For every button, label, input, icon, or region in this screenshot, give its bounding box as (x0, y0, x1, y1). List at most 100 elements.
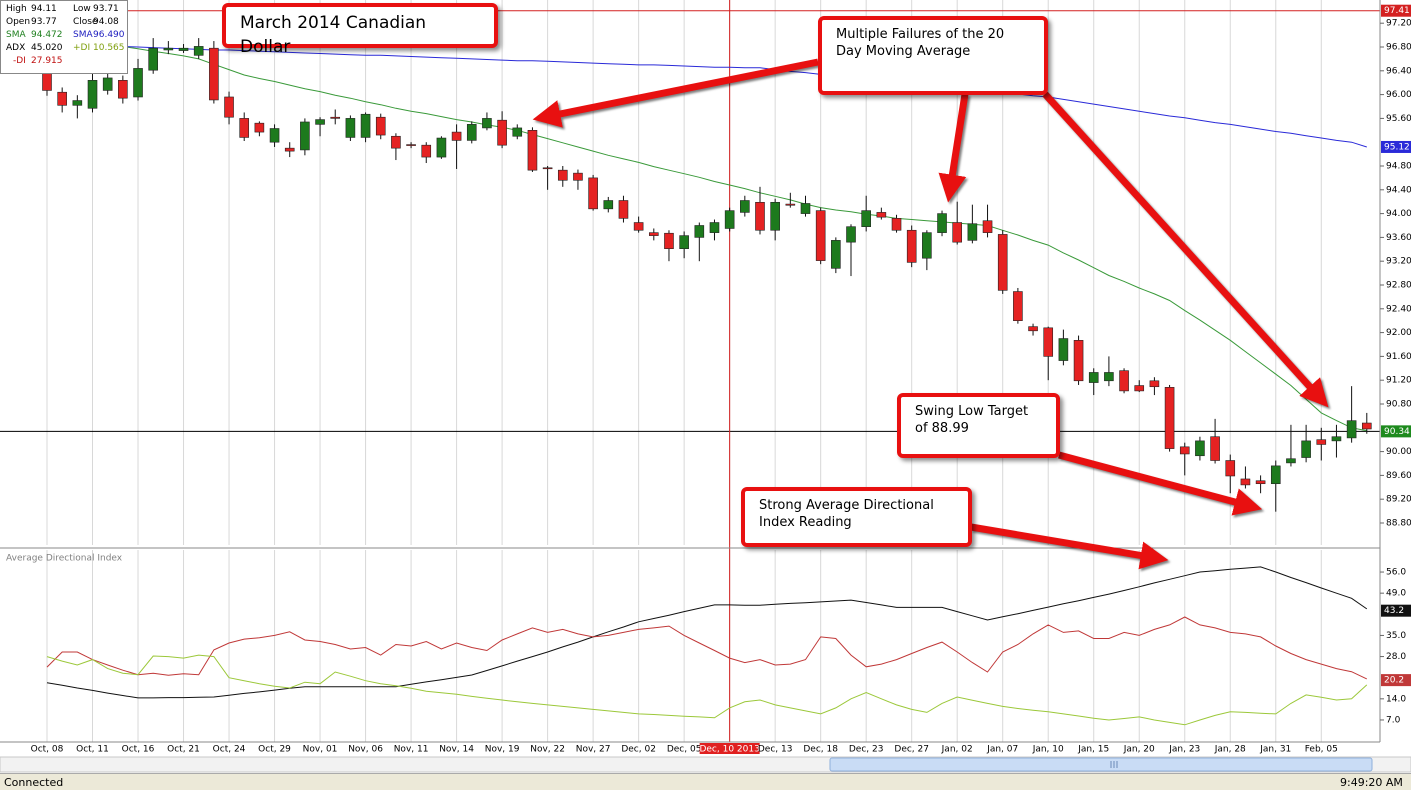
candle-body (1073, 340, 1084, 382)
candle-body (922, 232, 932, 259)
y-tick-label: 95.60 (1386, 114, 1411, 124)
candle-body (133, 68, 143, 98)
readout: High 94.11 Low 93.71 Open 93.77 Close 94.08 SMA 9… (0, 0, 128, 74)
x-tick-label: Jan, 31 (1259, 745, 1291, 755)
candle-body (876, 212, 887, 218)
chart-title: March 2014 Canadian Dollar (222, 3, 498, 57)
readout-label: High (6, 4, 27, 14)
y-tick-label: 94.80 (1386, 161, 1411, 171)
x-tick-label: Dec, 18 (803, 745, 838, 755)
x-tick-label: Jan, 23 (1168, 745, 1200, 755)
y-tick-label: 90.80 (1386, 399, 1411, 409)
indicator-line (46, 616, 1368, 680)
candle-body (482, 118, 492, 129)
readout-label: SMA (6, 30, 26, 40)
x-tick-label: Nov, 14 (439, 745, 474, 755)
candle-body (861, 210, 871, 227)
candle-body (724, 210, 735, 229)
candle-body (573, 172, 583, 181)
status-text: Connected (4, 776, 64, 789)
candle-body (163, 47, 174, 51)
y-tick-label: 93.60 (1386, 233, 1411, 243)
x-tick-label: Oct, 21 (167, 745, 200, 755)
y-tick-label: 91.60 (1386, 352, 1411, 362)
y-tick-label: 92.40 (1386, 304, 1411, 314)
scrollbar-thumb[interactable] (829, 757, 1373, 772)
x-tick-label: Nov, 06 (348, 745, 383, 755)
readout-value: 94.11 (31, 4, 57, 14)
y-tick-label: 56.0 (1386, 568, 1406, 578)
readout-value: 96.490 (93, 30, 125, 40)
readout-label: Low (73, 4, 91, 14)
y-tick-label: 91.20 (1386, 376, 1411, 386)
candle-body (72, 100, 83, 106)
candle-body (300, 121, 310, 151)
candle-body (1179, 446, 1190, 455)
candle-body (1028, 326, 1038, 332)
candle-body (527, 130, 538, 171)
candle-body (633, 222, 644, 231)
x-tick-label: Jan, 07 (986, 745, 1018, 755)
candle-body (603, 200, 614, 210)
candle-body (57, 91, 67, 106)
candle-body (1286, 458, 1296, 464)
y-tick-label: 88.80 (1386, 518, 1411, 528)
candle-body (557, 169, 568, 181)
candle-body (1195, 440, 1205, 457)
candle-body (952, 222, 963, 243)
value-tag-label: 20.2 (1384, 676, 1404, 686)
candle-body (102, 77, 113, 91)
value-tag (1381, 4, 1411, 17)
x-tick-label: Jan, 15 (1077, 745, 1109, 755)
x-tick-label: Oct, 11 (76, 745, 109, 755)
candle-body (254, 122, 265, 133)
y-tick-label: 35.0 (1386, 631, 1406, 641)
candle-body (466, 124, 477, 141)
candle-body (1164, 387, 1175, 449)
readout-value: 10.565 (93, 43, 125, 53)
x-tick-highlight (699, 743, 760, 754)
candle-body (1134, 385, 1145, 392)
candle-body (118, 80, 128, 99)
y-tick-label: 96.40 (1386, 66, 1411, 76)
y-tick-label: 96.80 (1386, 43, 1411, 53)
status-bar: Connected 9:49:20 AM (0, 773, 1411, 790)
y-tick-label: 92.80 (1386, 280, 1411, 290)
candle-body (815, 210, 826, 261)
candle-body (239, 118, 250, 138)
value-tag-label: 97.41 (1384, 6, 1410, 16)
candle-body (694, 225, 705, 238)
x-tick-label: Feb, 05 (1305, 745, 1338, 755)
candle-body (360, 113, 371, 138)
candle-body (755, 201, 765, 231)
value-tag-label: 43.2 (1384, 606, 1404, 616)
y-tick-label: 94.40 (1386, 185, 1411, 195)
candle-body (997, 234, 1008, 291)
candle-body (906, 229, 917, 263)
readout-value: 94.08 (93, 17, 119, 27)
x-tick-label: Nov, 19 (485, 745, 520, 755)
candle-body (193, 46, 204, 56)
x-tick-label: Dec, 02 (621, 745, 656, 755)
x-tick-label: Jan, 20 (1123, 745, 1155, 755)
readout-label: SMA (73, 30, 93, 40)
candle-body (1301, 440, 1311, 458)
candle-body (770, 201, 780, 231)
candle-body (937, 213, 947, 233)
x-tick-label: Jan, 10 (1032, 745, 1064, 755)
candle-body (1270, 465, 1281, 485)
x-tick-label: Nov, 27 (576, 745, 611, 755)
candle-body (451, 131, 462, 141)
value-tag (1381, 425, 1411, 438)
candle-body (982, 220, 993, 233)
readout-value: 93.71 (93, 4, 119, 14)
candle-body (224, 96, 234, 118)
readout-label: -DI (13, 56, 26, 66)
candle-body (375, 116, 386, 136)
y-tick-label: 14.0 (1386, 694, 1406, 704)
candle-body (269, 128, 280, 143)
y-tick-label: 97.20 (1386, 19, 1411, 29)
y-tick-label: 49.0 (1386, 589, 1406, 599)
annotation: Strong Average Directional Index Reading (741, 487, 972, 547)
